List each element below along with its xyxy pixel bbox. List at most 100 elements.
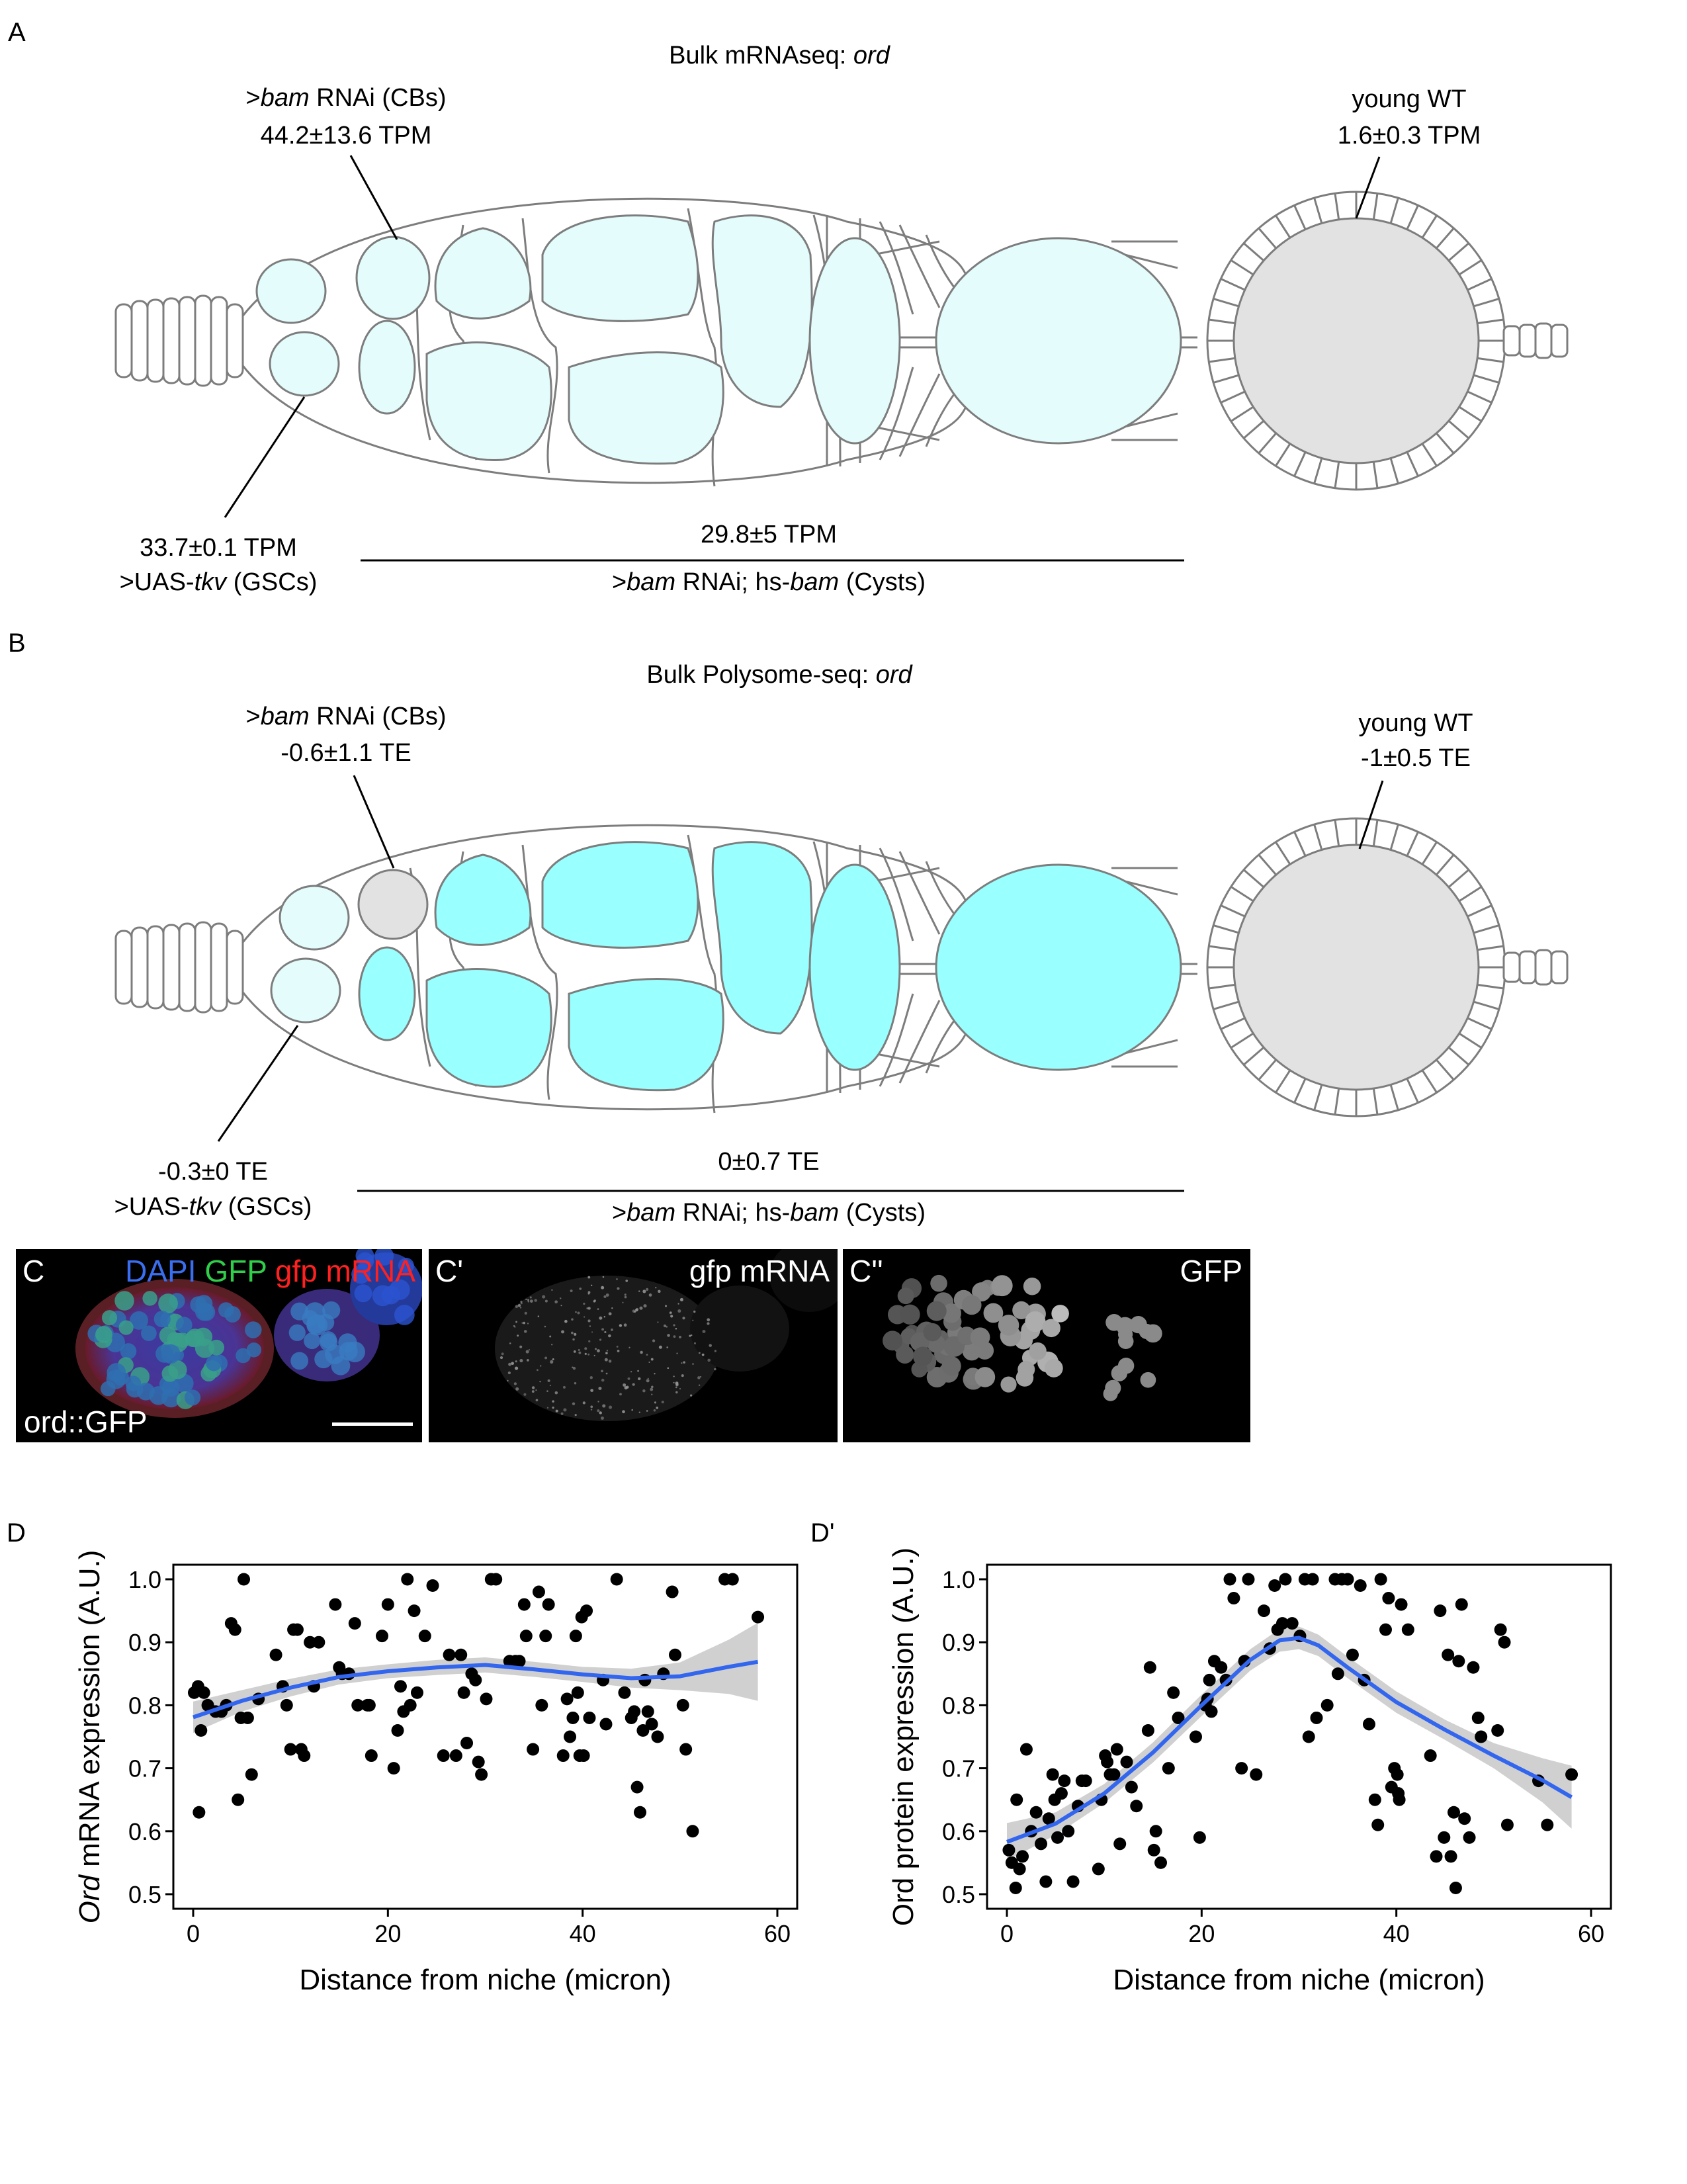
data-point — [752, 1610, 765, 1624]
data-point — [1227, 1592, 1240, 1605]
y-tick-label: 0.6 — [942, 1818, 975, 1845]
data-point — [1193, 1831, 1206, 1844]
gsc-cell-1 — [279, 885, 350, 951]
data-point — [329, 1598, 342, 1611]
data-point — [490, 1573, 503, 1586]
data-point — [1455, 1598, 1468, 1611]
young-wt-egg-chamber — [1233, 844, 1480, 1091]
panel-a-wt-label: young WT — [1352, 85, 1466, 113]
data-point — [426, 1579, 439, 1593]
cyst-4cell-bottom — [425, 968, 552, 1088]
data-point — [1442, 1648, 1455, 1661]
panel-b-wt-value: -1±0.5 TE — [1361, 744, 1471, 772]
panel-a-gsc-label: >UAS-tkv (GSCs) — [120, 568, 318, 596]
data-point — [1250, 1768, 1263, 1781]
data-point — [1203, 1673, 1216, 1686]
data-point — [1565, 1768, 1579, 1781]
x-tick-label: 60 — [764, 1920, 791, 1947]
data-point — [1167, 1686, 1180, 1699]
data-point — [1141, 1724, 1154, 1737]
data-point — [1019, 1743, 1033, 1756]
data-point — [238, 1573, 251, 1586]
data-point — [1009, 1881, 1022, 1894]
data-point — [1279, 1573, 1292, 1586]
data-point — [298, 1749, 311, 1763]
data-point — [1368, 1793, 1381, 1806]
gsc-cell-1 — [255, 258, 327, 324]
cyst-16cell-a — [711, 214, 813, 408]
data-point — [679, 1743, 693, 1756]
data-point — [1223, 1573, 1236, 1586]
data-point — [686, 1825, 699, 1838]
panel-dprime-letter: D' — [810, 1518, 835, 1548]
data-point — [1130, 1800, 1143, 1813]
data-point — [457, 1686, 470, 1699]
data-point — [1143, 1661, 1156, 1674]
y-tick-label: 1.0 — [128, 1566, 161, 1593]
data-point — [280, 1698, 293, 1712]
y-tick-label: 0.6 — [128, 1818, 161, 1845]
data-point — [1039, 1875, 1053, 1888]
data-point — [636, 1724, 650, 1737]
data-point — [1285, 1617, 1299, 1630]
y-tick-label: 1.0 — [942, 1566, 975, 1593]
micrograph-c2-protein: C'' GFP — [843, 1249, 1250, 1442]
data-point — [666, 1585, 679, 1598]
y-axis-label: Ord mRNA expression (A.U.) — [73, 1550, 106, 1924]
panel-a-letter: A — [8, 18, 26, 47]
data-point — [1346, 1648, 1359, 1661]
data-point — [1310, 1711, 1323, 1724]
data-point — [1471, 1711, 1485, 1724]
y-tick-label: 0.5 — [942, 1881, 975, 1908]
panel-a-cb-value: 44.2±13.6 TPM — [261, 122, 432, 150]
data-point — [312, 1636, 325, 1649]
data-point — [1110, 1743, 1123, 1756]
confidence-band — [1007, 1626, 1572, 1861]
data-point — [610, 1573, 623, 1586]
cyst-8cell-top — [541, 841, 699, 949]
panel-b-cb-label: >bam RNAi (CBs) — [245, 703, 446, 730]
plot-frame — [172, 1563, 799, 1910]
cyst-16cell-b — [808, 237, 901, 445]
data-point — [391, 1724, 404, 1737]
cb-cell — [355, 236, 431, 320]
panel-a: A Bulk mRNAseq: ord — [8, 18, 1569, 596]
scale-bar — [332, 1422, 413, 1426]
data-point — [1258, 1604, 1271, 1618]
data-point — [472, 1755, 485, 1769]
data-point — [269, 1648, 282, 1661]
data-point — [633, 1806, 646, 1819]
y-tick-label: 0.8 — [128, 1692, 161, 1719]
cyst-4cell-top — [434, 227, 532, 320]
data-point — [241, 1711, 254, 1724]
data-point — [1002, 1843, 1016, 1856]
data-point — [1374, 1573, 1387, 1586]
data-point — [195, 1724, 208, 1737]
data-point — [1371, 1818, 1385, 1831]
data-point — [1029, 1806, 1043, 1819]
data-point — [513, 1655, 526, 1668]
data-point — [193, 1806, 206, 1819]
data-point — [651, 1730, 664, 1743]
data-point — [1046, 1768, 1059, 1781]
x-tick-label: 40 — [570, 1920, 596, 1947]
x-tick-label: 0 — [1000, 1920, 1014, 1947]
data-point — [480, 1692, 493, 1706]
data-point — [580, 1604, 593, 1618]
x-tick-label: 0 — [187, 1920, 200, 1947]
data-point — [1013, 1862, 1026, 1876]
panel-c1-label: gfp mRNA — [689, 1254, 830, 1288]
y-tick-label: 0.7 — [942, 1755, 975, 1782]
data-point — [676, 1698, 689, 1712]
x-axis-label: Distance from niche (micron) — [299, 1964, 671, 1996]
gsc-cell-2 — [270, 957, 341, 1024]
data-point — [539, 1630, 552, 1643]
data-point — [1092, 1862, 1105, 1876]
data-point — [1147, 1843, 1160, 1856]
data-point — [1242, 1573, 1255, 1586]
data-point — [401, 1573, 414, 1586]
panel-a-title: Bulk mRNAseq: ord — [669, 42, 891, 69]
data-point — [228, 1623, 241, 1636]
panel-b-gsc-value: -0.3±0 TE — [158, 1158, 268, 1186]
data-point — [1235, 1762, 1248, 1775]
